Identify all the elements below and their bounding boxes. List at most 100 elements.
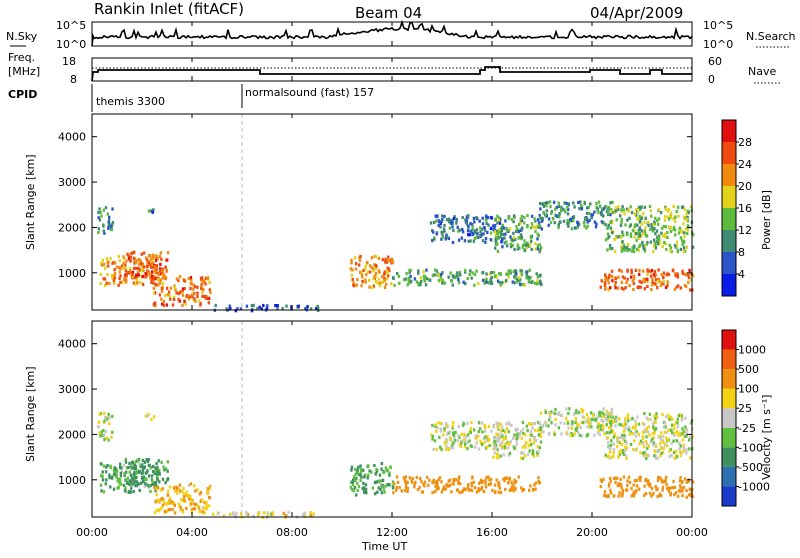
power-cell-r9 xyxy=(607,205,611,209)
velocity-cell-r6 xyxy=(488,478,491,482)
velocity-cell-r6 xyxy=(398,486,401,490)
power-cell-r10 xyxy=(620,235,623,239)
power-cell-r10 xyxy=(640,229,643,233)
power-cell-r5 xyxy=(373,263,376,267)
velocity-cell-r6 xyxy=(410,480,414,484)
power-cell-r5 xyxy=(387,274,390,278)
velocity-cell-r10 xyxy=(641,430,645,434)
power-cell-r10 xyxy=(633,212,637,216)
power-cell-r8 xyxy=(519,228,522,232)
velocity-cell-r1 xyxy=(146,459,150,463)
velocity-cell-r7 xyxy=(436,426,439,430)
velocity-cell-r7 xyxy=(447,431,450,435)
power-cell-r5 xyxy=(359,254,362,258)
velocity-cell-r8 xyxy=(521,427,525,431)
power-cell-r10 xyxy=(632,250,636,254)
colorbar-tick-label: 12 xyxy=(738,224,752,237)
power-cell-r12 xyxy=(309,307,313,311)
power-cell-r6 xyxy=(523,283,526,287)
velocity-cell-r9 xyxy=(548,415,552,419)
velocity-cell-r10 xyxy=(665,436,668,440)
power-cell-r6 xyxy=(420,279,423,284)
velocity-cell-r9 xyxy=(597,431,600,435)
velocity-cell-r0 xyxy=(132,490,135,494)
power-cell-r8 xyxy=(517,223,521,227)
power-cell-r1 xyxy=(148,262,151,266)
velocity-cell-r7 xyxy=(475,437,478,441)
power-cell-r7 xyxy=(441,230,444,235)
power-cell-r6 xyxy=(464,270,467,274)
power-cell-r9 xyxy=(600,211,603,215)
velocity-cell-r5 xyxy=(364,483,368,487)
velocity-cell-r1 xyxy=(136,458,140,462)
velocity-cell-r0 xyxy=(124,486,127,490)
power-cell-r10 xyxy=(656,235,659,239)
power-cell-r10 xyxy=(645,234,649,238)
power-cell-r10 xyxy=(691,233,695,237)
power-cell-r6 xyxy=(505,279,508,283)
velocity-cell-r6 xyxy=(489,482,492,486)
power-cell-r10 xyxy=(642,244,645,248)
y-tick-label: 1000 xyxy=(58,267,86,280)
velocity-cell-r7 xyxy=(483,423,486,427)
velocity-cell-r6 xyxy=(470,488,474,493)
power-cell-r5 xyxy=(390,261,393,265)
velocity-cell-r7 xyxy=(486,445,489,449)
velocity-cell-r9 xyxy=(580,421,583,425)
power-cell-r3 xyxy=(97,216,100,220)
power-cell-r5 xyxy=(383,272,386,276)
velocity-cell-r11 xyxy=(676,494,680,498)
power-cell-r1 xyxy=(160,257,163,261)
power-cell-r10 xyxy=(650,225,653,229)
cpid-segment-normalsound: normalsound (fast) 157 xyxy=(245,86,374,99)
velocity-cell-r7 xyxy=(504,430,507,434)
power-cell-r2 xyxy=(188,295,192,299)
power-cell-r7 xyxy=(480,233,483,237)
power-cell-r2 xyxy=(173,286,176,290)
velocity-cell-r8 xyxy=(524,433,527,437)
velocity-cell-r0 xyxy=(104,470,108,474)
power-cell-r10 xyxy=(676,205,680,209)
power-cell-r11 xyxy=(607,275,611,279)
velocity-cell-r5 xyxy=(352,478,355,482)
velocity-cell-r7 xyxy=(431,423,434,428)
velocity-cell-r2 xyxy=(187,497,191,501)
power-cell-r2 xyxy=(202,288,205,292)
power-cell-r7 xyxy=(453,215,456,219)
power-cell-r12 xyxy=(297,304,300,308)
velocity-cell-r11 xyxy=(647,479,650,483)
freq-right-tick-bottom: 0 xyxy=(708,73,715,86)
velocity-cell-r2 xyxy=(155,487,158,491)
velocity-cell-r0 xyxy=(125,466,128,470)
velocity-cell-r0 xyxy=(147,485,151,489)
velocity-cell-r6 xyxy=(481,479,484,483)
power-cell-r2 xyxy=(191,295,194,299)
power-cell-r2 xyxy=(190,293,194,297)
velocity-cell-r2 xyxy=(206,487,210,491)
power-cell-r0 xyxy=(139,281,142,285)
velocity-cell-r6 xyxy=(395,485,398,489)
velocity-cell-r12 xyxy=(258,511,261,515)
velocity-cell-r10 xyxy=(668,417,671,421)
velocity-cell-r7 xyxy=(482,436,485,441)
colorbar-frame xyxy=(721,329,737,507)
power-cell-r3 xyxy=(107,224,110,229)
power-cell-r11 xyxy=(617,275,620,279)
velocity-cell-r9 xyxy=(587,416,590,420)
velocity-cell-r7 xyxy=(480,421,484,425)
velocity-cell-r5 xyxy=(363,473,367,477)
power-cell-r3 xyxy=(97,230,100,235)
velocity-cell-r0 xyxy=(121,470,124,474)
velocity-cell-r9 xyxy=(597,428,600,432)
colorbar-swatch xyxy=(722,186,736,208)
velocity-cell-r10 xyxy=(605,418,608,423)
velocity-cell-r7 xyxy=(496,437,500,441)
velocity-cell-r10 xyxy=(681,427,684,431)
velocity-cell-r10 xyxy=(690,421,693,425)
power-cell-r10 xyxy=(622,233,625,237)
velocity-cell-r9 xyxy=(610,410,613,414)
x-tick-label: 16:00 xyxy=(476,526,508,539)
velocity-cell-r10 xyxy=(645,442,649,446)
power-cell-r7 xyxy=(481,222,485,226)
